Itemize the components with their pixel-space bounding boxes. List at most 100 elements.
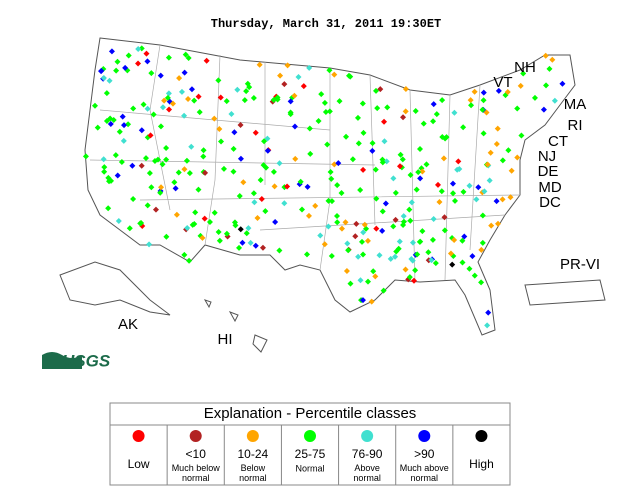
site-marker [459, 237, 466, 244]
site-marker [414, 251, 421, 258]
site-marker [359, 100, 366, 107]
site-marker [206, 219, 213, 226]
site-marker [434, 181, 441, 188]
site-marker [392, 216, 399, 223]
site-marker [287, 98, 294, 105]
site-marker [317, 232, 324, 239]
site-marker [359, 297, 366, 304]
site-marker [176, 75, 183, 82]
site-marker [412, 267, 419, 274]
site-marker [438, 188, 445, 195]
site-marker [261, 138, 268, 145]
site-marker [352, 233, 359, 240]
site-marker [486, 177, 493, 184]
site-marker [480, 97, 487, 104]
site-marker [161, 97, 168, 104]
site-marker [514, 105, 521, 112]
site-marker [439, 97, 446, 104]
site-marker [237, 121, 244, 128]
site-marker [250, 95, 257, 102]
site-marker [495, 87, 502, 94]
site-marker [413, 186, 420, 193]
site-marker [182, 51, 189, 58]
site-marker [428, 257, 435, 264]
site-marker [325, 197, 332, 204]
site-marker [360, 166, 367, 173]
site-marker [484, 322, 491, 329]
site-marker [216, 237, 223, 244]
site-marker [263, 164, 270, 171]
site-marker [328, 198, 335, 205]
site-marker [184, 224, 191, 231]
site-marker [264, 147, 271, 154]
site-marker [312, 202, 319, 209]
site-marker [423, 161, 430, 168]
site-marker [505, 147, 512, 154]
site-marker [471, 272, 478, 279]
site-marker [230, 168, 237, 175]
site-marker [466, 265, 473, 272]
site-marker [118, 159, 125, 166]
site-marker [107, 120, 114, 127]
site-marker [178, 88, 185, 95]
site-marker [276, 247, 283, 254]
site-marker [181, 112, 188, 119]
site-marker [245, 225, 252, 232]
site-marker [216, 126, 223, 133]
site-marker [291, 123, 298, 130]
site-marker [199, 234, 206, 241]
site-marker [173, 211, 180, 218]
site-marker [157, 123, 164, 130]
site-marker [499, 196, 506, 203]
site-marker [251, 199, 258, 206]
site-marker [172, 185, 179, 192]
site-marker [241, 97, 248, 104]
site-marker [114, 172, 121, 179]
state-label: VT [493, 74, 512, 91]
site-marker [518, 132, 525, 139]
site-marker [218, 138, 225, 145]
site-marker [129, 162, 136, 169]
site-marker [400, 114, 407, 121]
site-marker [466, 182, 473, 189]
site-marker [326, 108, 333, 115]
gauge-sites [82, 45, 566, 329]
legend-swatch [361, 430, 374, 442]
site-marker [186, 257, 193, 264]
site-marker [494, 125, 501, 132]
site-marker [484, 161, 491, 168]
site-marker [376, 252, 383, 259]
legend-range: 10-24 [238, 447, 269, 461]
site-marker [122, 64, 129, 71]
site-marker [449, 180, 456, 187]
site-marker [223, 98, 230, 105]
site-marker [396, 238, 403, 245]
legend-label: Much above normal [400, 463, 449, 483]
site-marker [387, 255, 394, 262]
site-marker [384, 104, 391, 111]
site-marker [321, 99, 328, 106]
site-marker [381, 138, 388, 145]
site-marker [368, 298, 375, 305]
site-marker [475, 184, 482, 191]
site-marker [231, 129, 238, 136]
site-marker [429, 236, 436, 243]
site-marker [412, 107, 419, 114]
legend-label: Above normal [353, 463, 381, 483]
site-marker [345, 247, 352, 254]
site-marker [381, 118, 388, 125]
site-marker [237, 226, 244, 233]
site-marker [130, 195, 137, 202]
site-marker [488, 222, 495, 229]
site-marker [120, 137, 127, 144]
site-marker [211, 115, 218, 122]
site-marker [361, 221, 368, 228]
site-marker [343, 267, 350, 274]
site-marker [396, 163, 403, 170]
site-marker [121, 122, 128, 129]
site-marker [185, 55, 192, 62]
site-marker [152, 206, 159, 213]
site-marker [460, 124, 467, 131]
site-marker [397, 151, 404, 158]
site-marker [270, 96, 277, 103]
